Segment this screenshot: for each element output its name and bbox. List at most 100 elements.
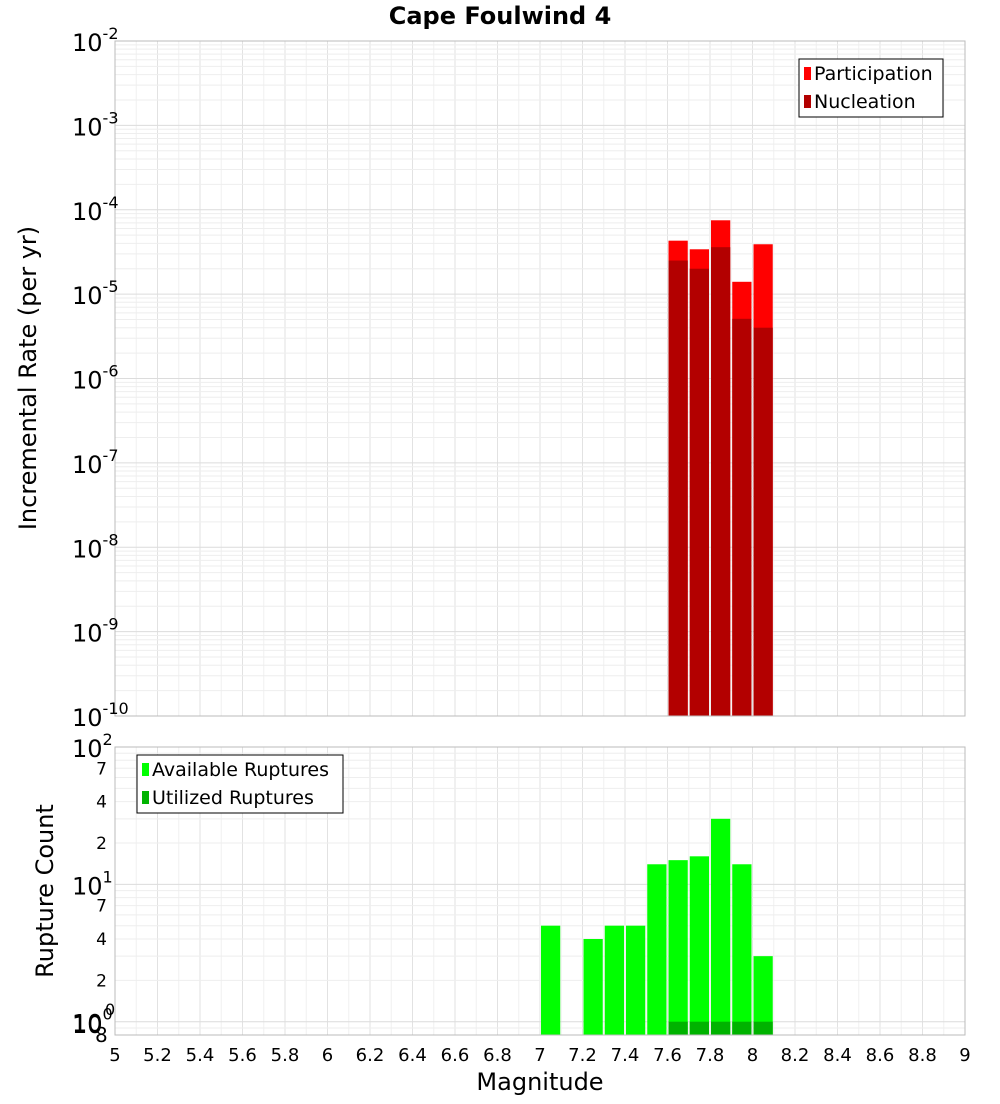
chart-title: Cape Foulwind 4	[389, 2, 612, 30]
bar-available-ruptures	[668, 860, 688, 1035]
y-tick-label: 4	[96, 793, 107, 813]
y-tick-label: 10-9	[72, 615, 119, 648]
y-tick-base: 10	[72, 113, 103, 141]
legend-label: Available Ruptures	[152, 759, 329, 781]
y-tick-label: 10	[72, 1011, 103, 1039]
chart-panel-0: 10-1010-910-810-710-610-510-410-310-2Inc…	[14, 2, 966, 732]
legend-label: Utilized Ruptures	[152, 787, 314, 809]
bar-nucleation	[732, 318, 752, 716]
y-tick-exponent: -5	[103, 277, 119, 296]
y-tick-exponent: -6	[103, 362, 119, 381]
y-tick-base: 10	[72, 198, 103, 226]
bar-available-ruptures	[753, 956, 773, 1035]
x-tick-label: 7.8	[696, 1045, 725, 1066]
x-tick-label: 6.4	[398, 1045, 427, 1066]
x-tick-label: 8.6	[866, 1045, 895, 1066]
y-tick-label: 2	[96, 971, 107, 991]
bar-nucleation	[689, 268, 709, 716]
y-tick-base: 10	[72, 704, 103, 732]
bar-utilized-ruptures	[732, 1021, 752, 1035]
bar-available-ruptures	[583, 939, 603, 1035]
bars	[541, 818, 773, 1035]
y-tick-label: 100	[72, 1005, 113, 1038]
legend-box	[136, 754, 344, 814]
y-tick-base: 10	[72, 282, 103, 310]
x-tick-label: 6.8	[483, 1045, 512, 1066]
bar-utilized-ruptures	[711, 1021, 731, 1035]
y-tick-label: 10-10	[72, 699, 129, 732]
legend: Participation Nucleation	[798, 58, 944, 118]
x-tick-label: 6.2	[356, 1045, 385, 1066]
y-tick-base: 10	[72, 872, 103, 900]
y-tick-exponent: 0	[105, 1000, 115, 1019]
y-axis-label: Rupture Count	[31, 804, 59, 978]
y-tick-label: 8	[95, 1023, 108, 1047]
legend: Available Ruptures Utilized Ruptures	[136, 754, 344, 814]
legend-box	[798, 58, 944, 118]
y-tick-base: 10	[72, 1010, 103, 1038]
bar-nucleation	[753, 327, 773, 716]
x-tick-label: 7	[534, 1045, 545, 1066]
grid-lines	[114, 40, 966, 717]
y-tick-exponent: -4	[103, 193, 119, 212]
bar-available-ruptures	[626, 925, 646, 1035]
x-tick-label: 5.2	[143, 1045, 172, 1066]
y-tick-label: 10-4	[72, 193, 119, 226]
y-tick-exponent: 2	[103, 730, 113, 749]
y-tick-exponent: -3	[103, 108, 119, 127]
legend-label: Nucleation	[814, 91, 916, 113]
y-tick-label: 10-6	[72, 362, 119, 395]
legend-swatch	[804, 95, 811, 108]
y-tick-base: 10	[72, 451, 103, 479]
x-tick-label: 5.6	[228, 1045, 257, 1066]
x-tick-label: 5.8	[271, 1045, 300, 1066]
y-tick-base: 10	[72, 620, 103, 648]
bar-utilized-ruptures	[668, 1021, 688, 1035]
y-tick-base: 10	[72, 535, 103, 563]
y-tick-label: 7	[96, 759, 107, 779]
y-tick-exponent: -2	[103, 24, 119, 43]
x-tick-label: 8.4	[823, 1045, 852, 1066]
x-tick-label: 7.4	[611, 1045, 640, 1066]
y-tick-exponent: -10	[103, 699, 129, 718]
y-tick-base: 10	[72, 367, 103, 395]
bar-nucleation	[711, 247, 731, 716]
x-tick-label: 7.6	[653, 1045, 682, 1066]
y-tick-label: 101	[72, 867, 113, 900]
x-tick-labels: 5 5.2 5.4 5.6 5.8 6 6.2 6.4 6.6 6.8 7 7.2 7.4 7.6 7.8 8…	[109, 1045, 970, 1066]
x-tick-label: 7.2	[568, 1045, 597, 1066]
x-tick-label: 9	[959, 1045, 970, 1066]
y-tick-base: 10	[72, 735, 103, 763]
y-tick-label: 7	[96, 897, 107, 917]
x-tick-label: 6	[322, 1045, 333, 1066]
bar-utilized-ruptures	[689, 1021, 709, 1035]
bar-available-ruptures	[711, 818, 731, 1035]
y-tick-exponent: -9	[103, 615, 119, 634]
y-tick-label: 4	[96, 930, 107, 950]
y-tick-label: 10-3	[72, 108, 119, 141]
legend-label: Participation	[814, 63, 933, 85]
x-tick-label: 8.8	[908, 1045, 937, 1066]
bar-nucleation	[668, 260, 688, 716]
plot-border	[114, 40, 966, 717]
y-tick-exponent: -8	[103, 530, 119, 549]
bar-available-ruptures	[604, 925, 624, 1035]
bar-available-ruptures	[689, 856, 709, 1035]
y-tick-label: 10-7	[72, 446, 119, 479]
y-tick-label: 102	[72, 730, 113, 763]
x-tick-label: 8	[747, 1045, 758, 1066]
y-tick-label: 2	[96, 834, 107, 854]
x-axis-label: Magnitude	[476, 1068, 603, 1096]
y-tick-label: 10-2	[72, 24, 119, 57]
bars	[668, 220, 773, 717]
x-tick-label: 6.6	[441, 1045, 470, 1066]
legend-swatch	[142, 791, 149, 804]
y-tick-exponent: 1	[103, 867, 113, 886]
bar-utilized-ruptures	[753, 1021, 773, 1035]
y-tick-exponent: 0	[103, 1005, 113, 1024]
y-tick-label: 10-8	[72, 530, 119, 563]
